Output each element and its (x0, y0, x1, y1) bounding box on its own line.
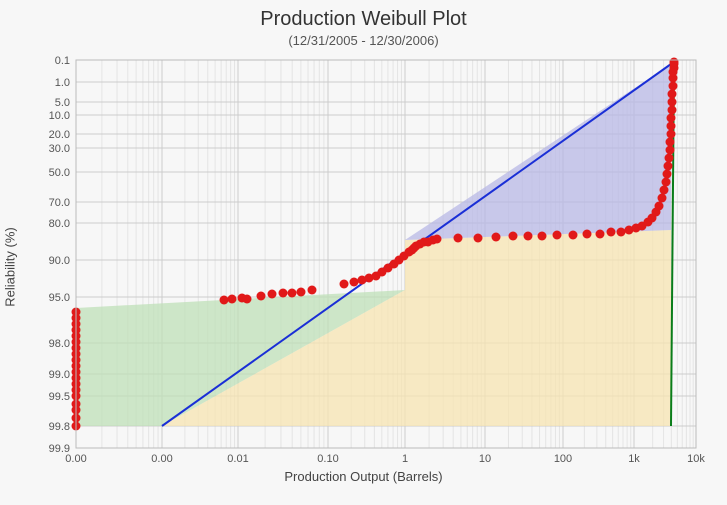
svg-text:0.01: 0.01 (227, 453, 248, 464)
svg-text:99.0: 99.0 (49, 369, 70, 381)
svg-text:5.0: 5.0 (55, 97, 70, 109)
svg-text:10: 10 (479, 453, 491, 464)
weibull-plot: 0.000.000.010.101101001k10k0.11.05.010.0… (14, 52, 713, 464)
svg-text:1k: 1k (628, 453, 640, 464)
svg-text:50.0: 50.0 (49, 167, 70, 179)
chart-title: Production Weibull Plot (14, 8, 713, 31)
x-axis-label: Production Output (Barrels) (284, 469, 442, 484)
svg-text:30.0: 30.0 (49, 143, 70, 155)
svg-text:1.0: 1.0 (55, 77, 70, 89)
svg-text:20.0: 20.0 (49, 129, 70, 141)
svg-text:99.5: 99.5 (49, 391, 70, 403)
svg-text:95.0: 95.0 (49, 292, 70, 304)
svg-text:1: 1 (402, 453, 408, 464)
svg-text:0.10: 0.10 (317, 453, 338, 464)
svg-text:80.0: 80.0 (49, 218, 70, 230)
svg-text:100: 100 (554, 453, 572, 464)
svg-text:98.0: 98.0 (49, 338, 70, 350)
svg-text:10.0: 10.0 (49, 110, 70, 122)
svg-text:0.1: 0.1 (55, 55, 70, 67)
svg-text:90.0: 90.0 (49, 255, 70, 267)
svg-text:70.0: 70.0 (49, 197, 70, 209)
svg-text:10k: 10k (687, 453, 705, 464)
svg-text:99.9: 99.9 (49, 443, 70, 455)
chart-container: Production Weibull Plot (12/31/2005 - 12… (0, 0, 727, 505)
svg-text:99.8: 99.8 (49, 421, 70, 433)
y-axis-label: Reliability (%) (3, 227, 18, 306)
plot-container: Reliability (%) 0.000.000.010.101101001k… (14, 52, 713, 482)
chart-subtitle: (12/31/2005 - 12/30/2006) (14, 33, 713, 48)
svg-text:0.00: 0.00 (151, 453, 172, 464)
